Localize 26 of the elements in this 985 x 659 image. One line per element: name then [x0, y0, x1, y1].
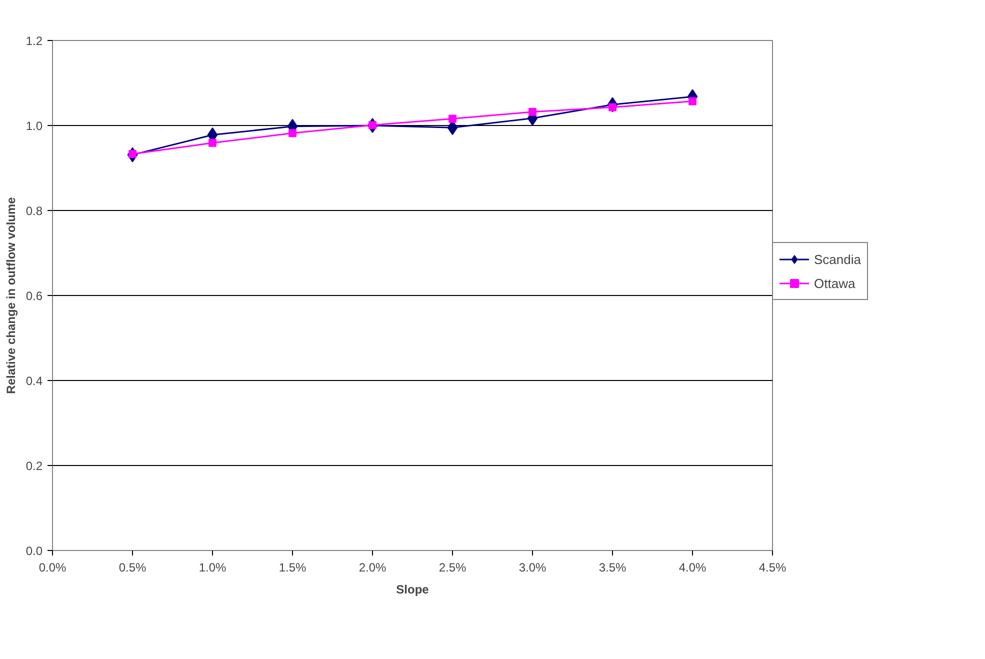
x-tick-label: 3.5% — [598, 560, 627, 574]
x-tick-label: 2.0% — [358, 560, 387, 574]
x-axis-title: Slope — [396, 582, 430, 596]
x-tick-label: 2.5% — [438, 560, 467, 574]
y-tick-label: 0.2 — [26, 459, 43, 473]
y-tick-label: 1.2 — [26, 34, 43, 48]
point — [688, 97, 696, 106]
x-tick-label: 4.5% — [758, 560, 787, 574]
legend-label: Scandia — [814, 252, 861, 266]
legend-label: Ottawa — [814, 276, 856, 290]
x-tick-label: 0.5% — [118, 560, 147, 574]
y-tick-label: 0.6 — [26, 289, 43, 303]
point — [288, 129, 296, 138]
point — [208, 138, 216, 147]
point — [448, 114, 456, 123]
y-tick-label: 0.8 — [26, 204, 43, 218]
x-tick-label: 4.0% — [678, 560, 707, 574]
y-tick-label: 0.4 — [26, 374, 43, 388]
x-tick-label: 1.5% — [278, 560, 307, 574]
x-tick-label: 1.0% — [198, 560, 227, 574]
x-tick-label: 0.0% — [38, 560, 67, 574]
y-tick-label: 0.0 — [26, 544, 43, 558]
y-tick-label: 1.0 — [26, 119, 43, 133]
point — [528, 108, 536, 116]
y-axis-title: Relative change in outflow volume — [4, 196, 18, 394]
x-tick-label: 3.0% — [518, 560, 547, 574]
